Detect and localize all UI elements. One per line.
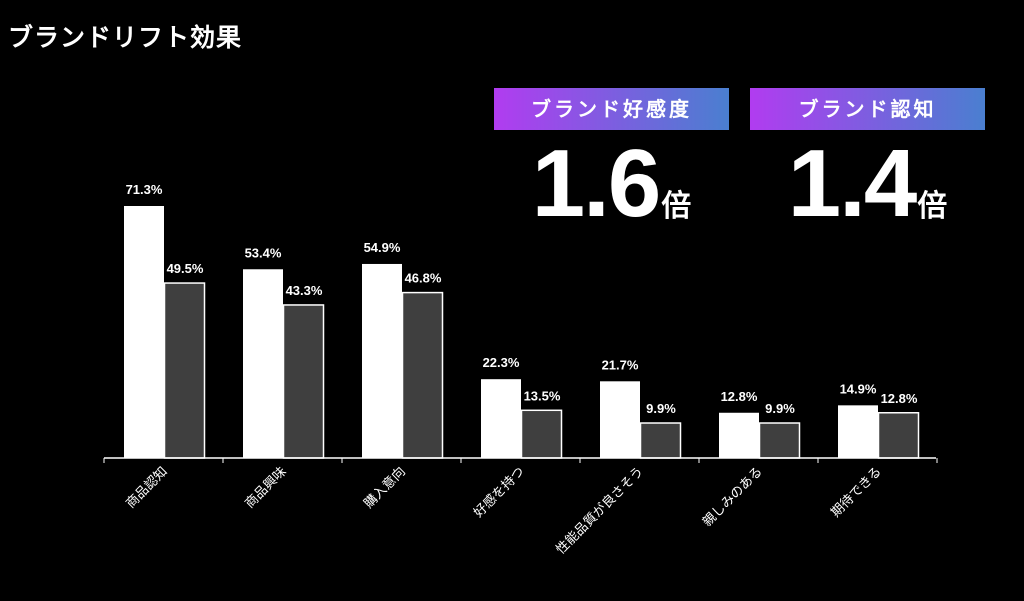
bar-group: 54.9% 46.8% 購入意向	[361, 240, 444, 512]
bar-primary	[600, 381, 640, 458]
bar-secondary	[520, 409, 563, 459]
kpi-value: 1.4倍	[750, 136, 985, 232]
kpi-value: 1.6倍	[494, 136, 729, 232]
bar-group: 14.9% 12.8% 期待できる	[828, 381, 920, 521]
category-label: 購入意向	[361, 464, 409, 512]
bar-value-label: 43.3%	[286, 283, 323, 298]
kpi-brand-awareness: ブランド認知 1.4倍	[750, 88, 985, 232]
bar-primary	[243, 269, 283, 458]
kpi-badge: ブランド好感度	[494, 88, 729, 130]
bar-value-label: 53.4%	[245, 245, 282, 260]
category-label: 期待できる	[828, 464, 884, 520]
bar-group: 22.3% 13.5% 好感を持つ	[471, 355, 563, 521]
bar-value-label: 14.9%	[840, 381, 877, 396]
bar-primary	[838, 405, 878, 458]
kpi-badge: ブランド認知	[750, 88, 985, 130]
bar-value-label: 12.8%	[881, 391, 918, 406]
bar-value-label: 54.9%	[364, 240, 401, 255]
category-label: 商品興味	[242, 464, 289, 511]
bar-value-label: 49.5%	[167, 261, 204, 276]
bar-value-label: 46.8%	[405, 271, 442, 286]
category-label: 性能品質が良さそう	[553, 464, 647, 558]
bar-group: 12.8% 9.9% 親しみのある	[700, 389, 801, 530]
kpi-unit: 倍	[917, 189, 948, 224]
bar-secondary	[877, 412, 920, 459]
kpi-number: 1.4	[787, 130, 917, 237]
bar-value-label: 12.8%	[721, 389, 758, 404]
bar-value-label: 22.3%	[483, 355, 520, 370]
category-label: 親しみのある	[700, 464, 766, 530]
page-title: ブランドリフト効果	[8, 23, 243, 52]
bar-value-label: 9.9%	[765, 401, 795, 416]
bar-value-label: 13.5%	[524, 388, 561, 403]
bar-secondary	[163, 282, 206, 459]
bar-primary	[124, 206, 164, 458]
bar-secondary	[282, 304, 325, 459]
bar-secondary	[639, 422, 682, 459]
kpi-unit: 倍	[661, 189, 692, 224]
bar-secondary	[401, 291, 444, 459]
category-label: 好感を持つ	[471, 464, 528, 521]
bar-value-label: 71.3%	[126, 182, 163, 197]
bar-group: 71.3% 49.5% 商品認知	[123, 182, 206, 512]
bar-group: 53.4% 43.3% 商品興味	[242, 245, 325, 512]
bar-primary	[362, 263, 402, 458]
kpi-brand-favorability: ブランド好感度 1.6倍	[494, 88, 729, 232]
kpi-number: 1.6	[531, 130, 661, 237]
bar-primary	[719, 412, 759, 458]
bar-value-label: 9.9%	[646, 401, 676, 416]
bar-primary	[481, 379, 521, 458]
bar-value-label: 21.7%	[602, 357, 639, 372]
bar-secondary	[758, 422, 801, 459]
category-label: 商品認知	[123, 464, 171, 512]
